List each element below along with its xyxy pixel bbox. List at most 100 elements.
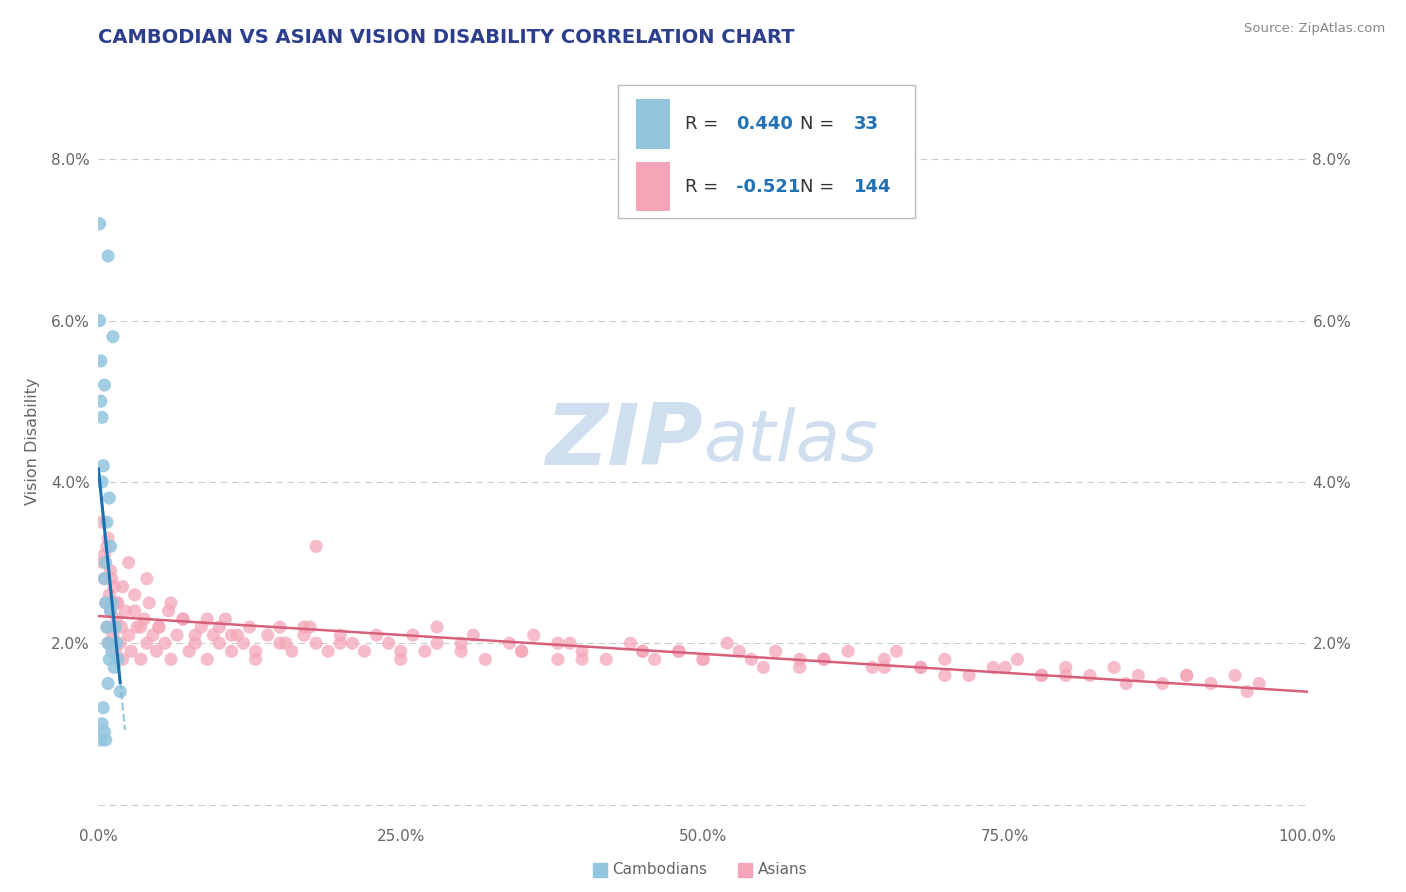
Point [90, 733, 112, 747]
Point [120, 644, 142, 658]
Point [208, 636, 231, 650]
Point [94, 556, 117, 570]
Point [166, 628, 188, 642]
Point [1175, 668, 1198, 682]
Point [101, 329, 124, 343]
Text: N =: N = [800, 178, 839, 195]
Point [426, 636, 449, 650]
Point [111, 580, 134, 594]
Point [108, 684, 131, 698]
Text: Asians: Asians [758, 863, 807, 878]
Text: CAMBODIAN VS ASIAN VISION DISABILITY CORRELATION CHART: CAMBODIAN VS ASIAN VISION DISABILITY COR… [98, 28, 794, 47]
Point [1249, 676, 1271, 690]
Point [692, 652, 714, 666]
Point [89, 217, 111, 231]
Point [148, 620, 170, 634]
Point [510, 644, 533, 658]
Point [221, 644, 243, 658]
Point [789, 660, 811, 674]
Text: ZIP: ZIP [546, 400, 703, 483]
Point [91, 716, 114, 731]
Point [498, 636, 520, 650]
Point [402, 628, 425, 642]
Point [789, 652, 811, 666]
Point [91, 410, 114, 425]
Point [127, 620, 149, 634]
Point [94, 596, 117, 610]
Point [96, 620, 118, 634]
Point [558, 636, 581, 650]
Point [631, 644, 654, 658]
Point [138, 596, 160, 610]
Point [644, 652, 666, 666]
Point [96, 515, 118, 529]
Point [96, 620, 118, 634]
Point [269, 636, 291, 650]
Point [692, 652, 714, 666]
Point [450, 644, 472, 658]
Point [413, 644, 436, 658]
Point [1031, 668, 1053, 682]
Point [93, 572, 115, 586]
Point [100, 596, 122, 610]
Point [619, 636, 641, 650]
Point [101, 628, 124, 642]
Point [316, 644, 339, 658]
Point [148, 620, 170, 634]
FancyBboxPatch shape [619, 85, 915, 218]
Point [226, 628, 249, 642]
Point [873, 660, 896, 674]
Point [129, 620, 152, 634]
FancyBboxPatch shape [637, 99, 671, 149]
Point [100, 644, 122, 658]
Point [910, 660, 932, 674]
Text: 33: 33 [855, 115, 879, 133]
Point [97, 636, 120, 650]
Point [292, 628, 315, 642]
Point [103, 580, 125, 594]
Text: atlas: atlas [703, 407, 877, 476]
Point [93, 725, 115, 739]
Point [631, 644, 654, 658]
Point [107, 596, 129, 610]
Point [256, 628, 278, 642]
Point [716, 636, 738, 650]
Point [124, 588, 146, 602]
Point [981, 660, 1004, 674]
Point [94, 733, 117, 747]
Point [813, 652, 835, 666]
Point [135, 636, 157, 650]
Point [292, 620, 315, 634]
Point [98, 652, 121, 666]
Point [523, 628, 546, 642]
Point [463, 628, 485, 642]
Point [765, 644, 787, 658]
Point [118, 628, 141, 642]
Point [172, 612, 194, 626]
Point [269, 620, 291, 634]
Point [1031, 668, 1053, 682]
Point [129, 652, 152, 666]
Point [377, 636, 399, 650]
Point [450, 636, 472, 650]
Point [934, 652, 956, 666]
Point [474, 652, 496, 666]
Text: 144: 144 [855, 178, 891, 195]
Point [1128, 668, 1150, 682]
Point [103, 660, 125, 674]
Point [160, 596, 183, 610]
Point [837, 644, 859, 658]
Point [305, 540, 328, 554]
Point [157, 604, 180, 618]
Point [426, 620, 449, 634]
Point [1007, 652, 1029, 666]
Point [1054, 660, 1077, 674]
Point [97, 636, 120, 650]
Point [1078, 668, 1101, 682]
Point [89, 313, 111, 327]
Point [813, 652, 835, 666]
Point [1115, 676, 1137, 690]
Point [547, 636, 569, 650]
Point [100, 572, 122, 586]
Point [110, 620, 132, 634]
